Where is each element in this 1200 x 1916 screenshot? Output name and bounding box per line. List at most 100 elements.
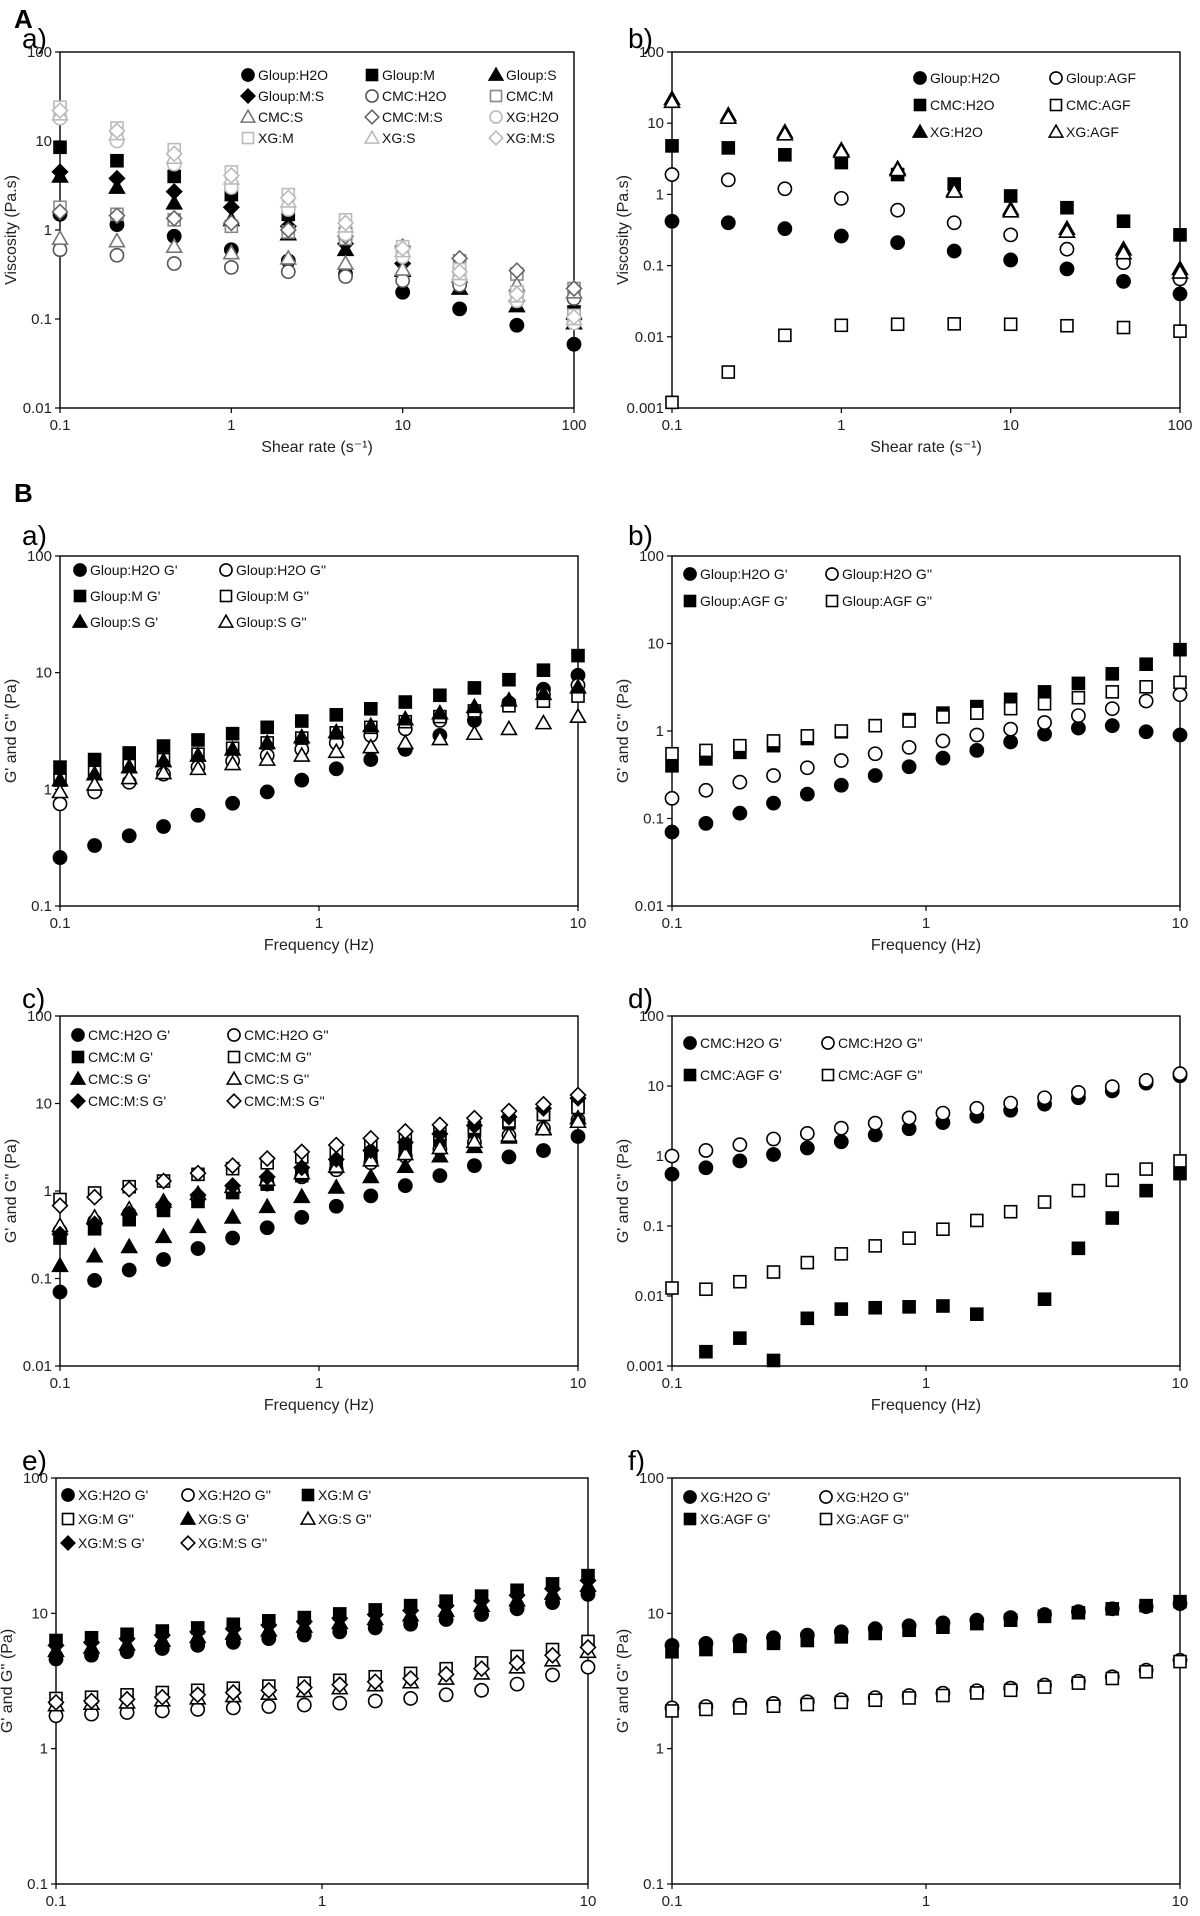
data-point bbox=[733, 738, 747, 753]
data-points bbox=[51, 1086, 587, 1300]
data-point bbox=[258, 1197, 277, 1214]
legend-marker bbox=[365, 89, 379, 103]
data-point bbox=[902, 1231, 916, 1245]
data-point bbox=[118, 1690, 136, 1708]
data-point bbox=[51, 782, 69, 799]
data-point bbox=[698, 1143, 714, 1158]
data-point bbox=[52, 850, 68, 865]
data-point bbox=[1037, 1680, 1052, 1694]
legend-label: CMC:H2O G'' bbox=[244, 1027, 329, 1043]
data-point bbox=[1173, 324, 1187, 338]
legend-marker bbox=[489, 89, 503, 103]
data-point bbox=[664, 1166, 680, 1182]
data-point bbox=[156, 1252, 171, 1267]
data-point bbox=[295, 1678, 313, 1697]
data-point bbox=[397, 1178, 413, 1194]
legend-marker bbox=[1047, 123, 1065, 138]
legend-marker bbox=[1049, 71, 1063, 85]
data-point bbox=[82, 1692, 101, 1710]
data-point bbox=[800, 729, 815, 743]
data-point bbox=[868, 1693, 883, 1708]
legend-label: XG:S G'' bbox=[318, 1511, 372, 1527]
data-point bbox=[834, 318, 849, 333]
data-point bbox=[329, 708, 344, 722]
data-point bbox=[165, 145, 183, 163]
legend-label: XG:H2O G'' bbox=[198, 1487, 271, 1503]
x-tick-label: 10 bbox=[580, 1893, 597, 1910]
legend-marker bbox=[241, 68, 255, 82]
legend-label: Gloup:M bbox=[382, 67, 435, 83]
data-point bbox=[800, 1255, 815, 1270]
legend-marker bbox=[179, 1510, 197, 1525]
x-tick-label: 0.1 bbox=[662, 1375, 683, 1392]
data-point bbox=[85, 775, 104, 791]
data-point bbox=[1173, 642, 1187, 657]
data-point bbox=[766, 1636, 781, 1651]
data-point bbox=[1003, 227, 1019, 243]
data-point bbox=[279, 189, 297, 207]
legend-label: Gloup:S G' bbox=[90, 614, 158, 630]
data-point bbox=[396, 1122, 414, 1140]
data-point bbox=[331, 1609, 349, 1627]
y-tick-label: 0.001 bbox=[626, 1358, 664, 1375]
series-5 bbox=[53, 200, 581, 296]
data-point bbox=[901, 1110, 917, 1126]
data-point bbox=[508, 285, 526, 303]
data-point bbox=[1105, 1173, 1120, 1188]
data-point bbox=[1104, 701, 1120, 717]
data-point bbox=[500, 1126, 518, 1142]
data-point bbox=[225, 795, 241, 811]
data-point bbox=[361, 1151, 380, 1167]
legend-label: CMC:M:S G' bbox=[88, 1093, 166, 1109]
data-point bbox=[396, 1133, 414, 1151]
legend: Gloup:H2O G' Gloup:H2O G'' Gloup:M G' Gloup… bbox=[71, 562, 326, 630]
data-point bbox=[51, 1225, 69, 1243]
data-point bbox=[534, 713, 553, 730]
x-tick-label: 10 bbox=[1002, 417, 1019, 434]
data-point bbox=[970, 1213, 984, 1228]
legend: CMC:H2O G' CMC:H2O G'' CMC:M G' CMC:M G'' CM… bbox=[69, 1027, 329, 1109]
data-point bbox=[1037, 1292, 1052, 1307]
series-9 bbox=[53, 100, 581, 323]
data-point bbox=[664, 167, 680, 182]
data-point bbox=[361, 738, 380, 754]
data-point bbox=[799, 1126, 815, 1141]
data-point bbox=[402, 1669, 420, 1688]
data-point bbox=[1037, 685, 1052, 699]
y-tick-label: 10 bbox=[35, 1096, 52, 1113]
data-point bbox=[902, 1691, 916, 1705]
legend-label: Gloup:S G'' bbox=[236, 614, 307, 630]
data-point bbox=[363, 1188, 379, 1204]
legend-label: CMC:M:S G'' bbox=[244, 1093, 325, 1109]
legend-marker bbox=[683, 567, 697, 581]
panel-label: c) bbox=[22, 983, 45, 1014]
data-point bbox=[1116, 273, 1131, 289]
data-point bbox=[153, 1626, 171, 1644]
data-point bbox=[890, 317, 905, 332]
panel-label: b) bbox=[628, 520, 653, 551]
data-point bbox=[331, 1676, 349, 1694]
data-point bbox=[945, 182, 964, 198]
data-point bbox=[1070, 708, 1086, 723]
data-point bbox=[1003, 701, 1018, 716]
data-point bbox=[970, 1686, 984, 1700]
data-point bbox=[1070, 1085, 1086, 1100]
data-point bbox=[580, 1659, 596, 1675]
data-point bbox=[328, 761, 344, 777]
data-point bbox=[800, 1697, 815, 1712]
data-point bbox=[799, 760, 815, 776]
data-point bbox=[569, 1112, 587, 1129]
data-point bbox=[110, 153, 124, 168]
data-point bbox=[777, 181, 793, 197]
legend-label: XG:M bbox=[258, 130, 294, 146]
data-point bbox=[1172, 1066, 1188, 1082]
data-point bbox=[156, 739, 171, 753]
data-point bbox=[868, 718, 883, 733]
data-point bbox=[261, 1699, 277, 1714]
legend-label: XG:M:S G'' bbox=[198, 1535, 267, 1551]
legend-label: Gloup:AGF G'' bbox=[842, 593, 932, 609]
x-axis-title: Frequency (Hz) bbox=[264, 1397, 374, 1414]
data-point bbox=[51, 1197, 69, 1215]
